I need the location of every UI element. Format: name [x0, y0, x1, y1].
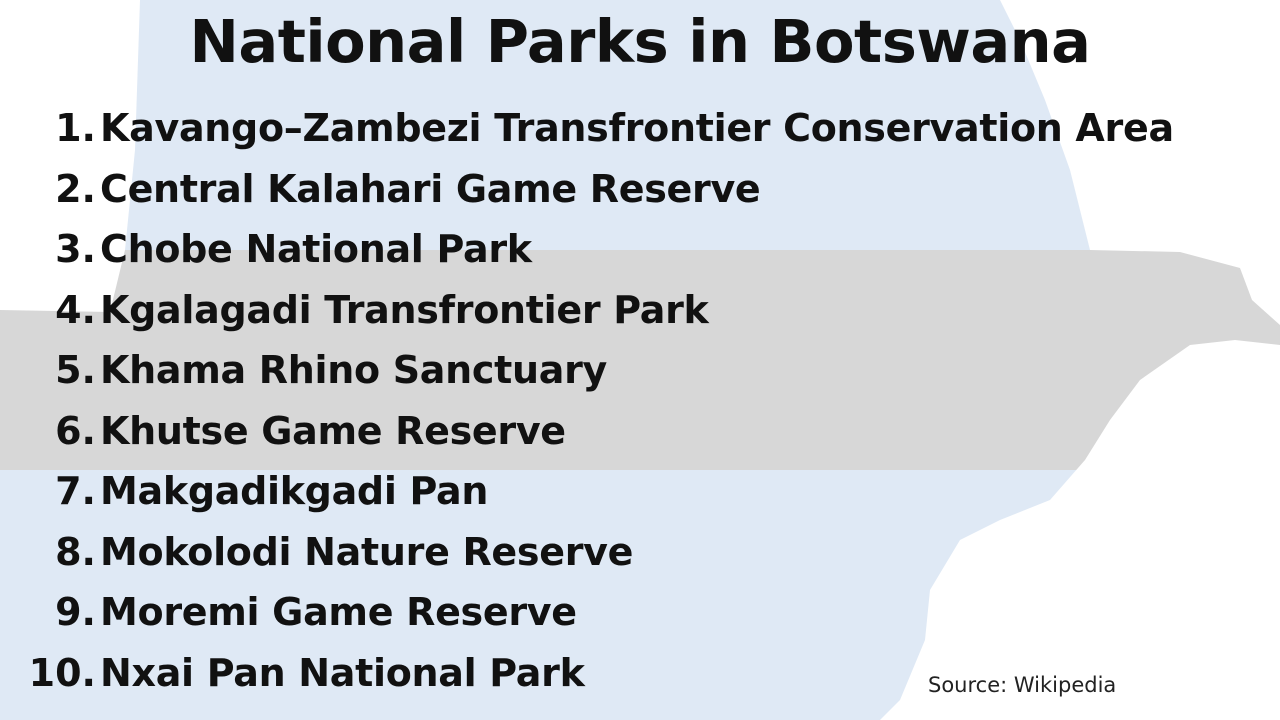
page-title: National Parks in Botswana [189, 7, 1091, 76]
list-item-name: Khama Rhino Sanctuary [100, 348, 607, 392]
list-item-number: 7. [55, 469, 96, 513]
source-credit: Source: Wikipedia [928, 673, 1117, 697]
list-item-name: Nxai Pan National Park [100, 650, 585, 695]
list-item: 1. Kavango–Zambezi Transfrontier Conserv… [0, 98, 1280, 159]
list-item-name: Khutse Game Reserve [100, 408, 566, 453]
list-item: 10. Nxai Pan National Park [0, 643, 1280, 704]
list-item: 7. Makgadikgadi Pan [0, 461, 1280, 522]
list-item: 6. Khutse Game Reserve [0, 401, 1280, 462]
list-item-number: 6. [55, 408, 96, 453]
list-item-number: 2. [55, 166, 96, 211]
list-item: 4. Kgalagadi Transfrontier Park [0, 280, 1280, 341]
list-item-name: Mokolodi Nature Reserve [100, 529, 634, 574]
list-item: 2. Central Kalahari Game Reserve [0, 159, 1280, 220]
list-item: 5. Khama Rhino Sanctuary [0, 340, 1280, 401]
list-item-name: Moremi Game Reserve [100, 590, 577, 634]
list-item-number: 3. [55, 227, 96, 271]
list-item-number: 5. [55, 348, 96, 392]
flag-gray-band [0, 250, 1280, 470]
list-item: 3. Chobe National Park [0, 219, 1280, 280]
list-item-name: Kgalagadi Transfrontier Park [100, 287, 709, 332]
list-item-number: 9. [55, 590, 96, 634]
list-item-number: 8. [55, 529, 96, 574]
list-item-number: 4. [55, 287, 96, 332]
list-item-number: 1. [55, 106, 96, 150]
list-item: 9. Moremi Game Reserve [0, 582, 1280, 643]
national-parks-list: 1. Kavango–Zambezi Transfrontier Conserv… [0, 98, 1280, 703]
list-item-name: Chobe National Park [100, 227, 532, 271]
list-item-name: Central Kalahari Game Reserve [100, 166, 761, 211]
list-item-name: Kavango–Zambezi Transfrontier Conservati… [100, 106, 1174, 150]
list-item-name: Makgadikgadi Pan [100, 469, 489, 513]
list-item: 8. Mokolodi Nature Reserve [0, 522, 1280, 583]
list-item-number: 10. [28, 650, 96, 695]
